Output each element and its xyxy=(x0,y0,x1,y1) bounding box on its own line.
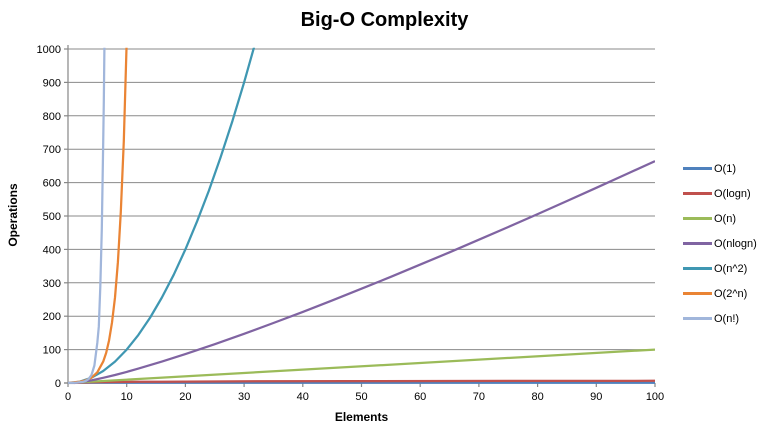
legend-label: O(2^n) xyxy=(714,287,748,300)
legend-label: O(n^2) xyxy=(714,262,748,275)
x-tick-label: 30 xyxy=(238,391,250,403)
legend-label: O(nlogn) xyxy=(714,237,757,250)
legend-item-O(n!): O(n!) xyxy=(683,306,757,331)
chart-title: Big-O Complexity xyxy=(300,9,469,31)
legend-swatch-icon xyxy=(683,192,712,195)
y-tick-label: 1000 xyxy=(37,44,61,56)
legend-swatch-icon xyxy=(683,217,712,220)
legend-item-O(n): O(n) xyxy=(683,206,757,231)
y-tick-label: 500 xyxy=(43,211,61,223)
y-tick-label: 900 xyxy=(43,77,61,89)
x-tick-label: 20 xyxy=(179,391,191,403)
legend-swatch-icon xyxy=(683,167,712,170)
series-line-O(n) xyxy=(68,348,655,385)
y-tick-label: 300 xyxy=(43,278,61,290)
legend-swatch-icon xyxy=(683,317,712,320)
series-group xyxy=(68,47,655,385)
series-line-O(n^2) xyxy=(68,47,256,385)
legend-label: O(1) xyxy=(714,162,736,175)
y-tick-label: 400 xyxy=(43,244,61,256)
legend-item-O(2^n): O(2^n) xyxy=(683,281,757,306)
x-tick-label: 10 xyxy=(121,391,133,403)
y-tick-label: 600 xyxy=(43,178,61,190)
legend-item-O(n^2): O(n^2) xyxy=(683,256,757,281)
legend-item-O(nlogn): O(nlogn) xyxy=(683,231,757,256)
x-axis-title: Elements xyxy=(334,410,389,424)
x-tick-label: 100 xyxy=(646,391,664,403)
y-tick-label: 0 xyxy=(55,378,61,390)
legend-swatch-icon xyxy=(683,242,712,245)
legend-item-O(logn): O(logn) xyxy=(683,181,757,206)
series-line-O(n!) xyxy=(68,47,106,384)
y-tick-label: 100 xyxy=(43,345,61,357)
series-line-O(nlogn) xyxy=(68,160,655,385)
x-tick-label: 0 xyxy=(65,391,71,403)
y-tick-label: 200 xyxy=(43,311,61,323)
y-tick-label: 800 xyxy=(43,111,61,123)
legend-label: O(logn) xyxy=(714,187,751,200)
x-tick-label: 70 xyxy=(473,391,485,403)
x-tick-label: 40 xyxy=(297,391,309,403)
y-tick-label: 700 xyxy=(43,144,61,156)
legend-label: O(n) xyxy=(714,212,736,225)
x-tick-label: 60 xyxy=(414,391,426,403)
legend-label: O(n!) xyxy=(714,312,740,325)
legend-item-O(1): O(1) xyxy=(683,156,757,181)
legend-swatch-icon xyxy=(683,267,712,270)
x-tick-label: 90 xyxy=(590,391,602,403)
x-tick-label: 50 xyxy=(355,391,367,403)
x-tick-label: 80 xyxy=(531,391,543,403)
legend: O(1) O(logn) O(n) O(nlogn) O(n^2) O(2^n) O(n!) xyxy=(683,156,757,331)
legend-swatch-icon xyxy=(683,292,712,295)
